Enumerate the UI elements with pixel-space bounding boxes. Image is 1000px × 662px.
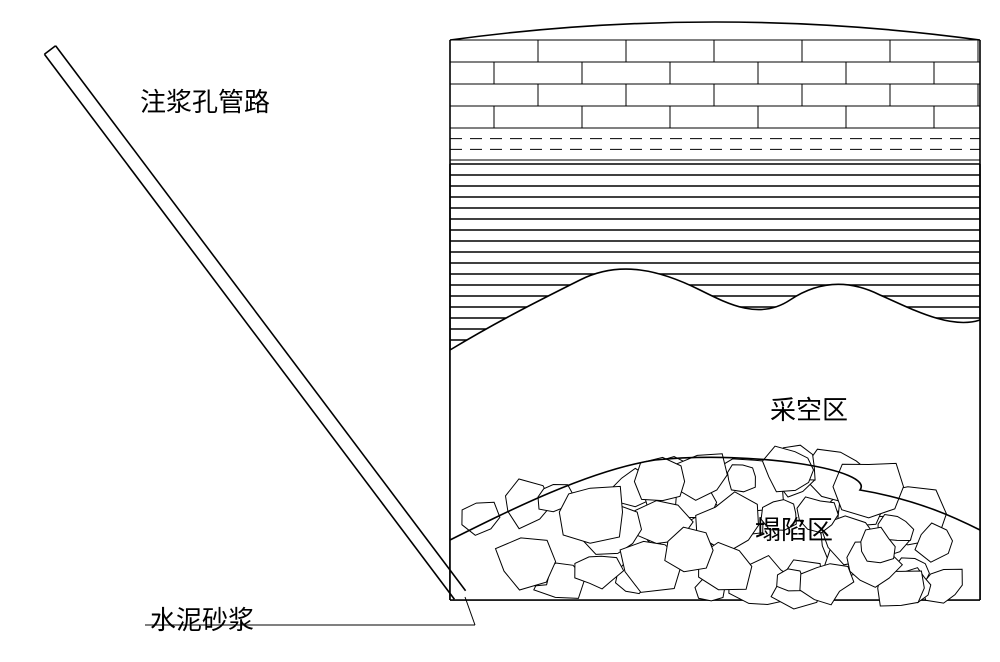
label-pipe: 注浆孔管路 <box>140 82 270 119</box>
diagram-container: 注浆孔管路 采空区 塌陷区 水泥砂浆 <box>20 20 1000 642</box>
label-grout: 水泥砂浆 <box>150 600 254 637</box>
label-goaf: 采空区 <box>770 390 848 427</box>
label-collapse: 塌陷区 <box>755 510 833 547</box>
